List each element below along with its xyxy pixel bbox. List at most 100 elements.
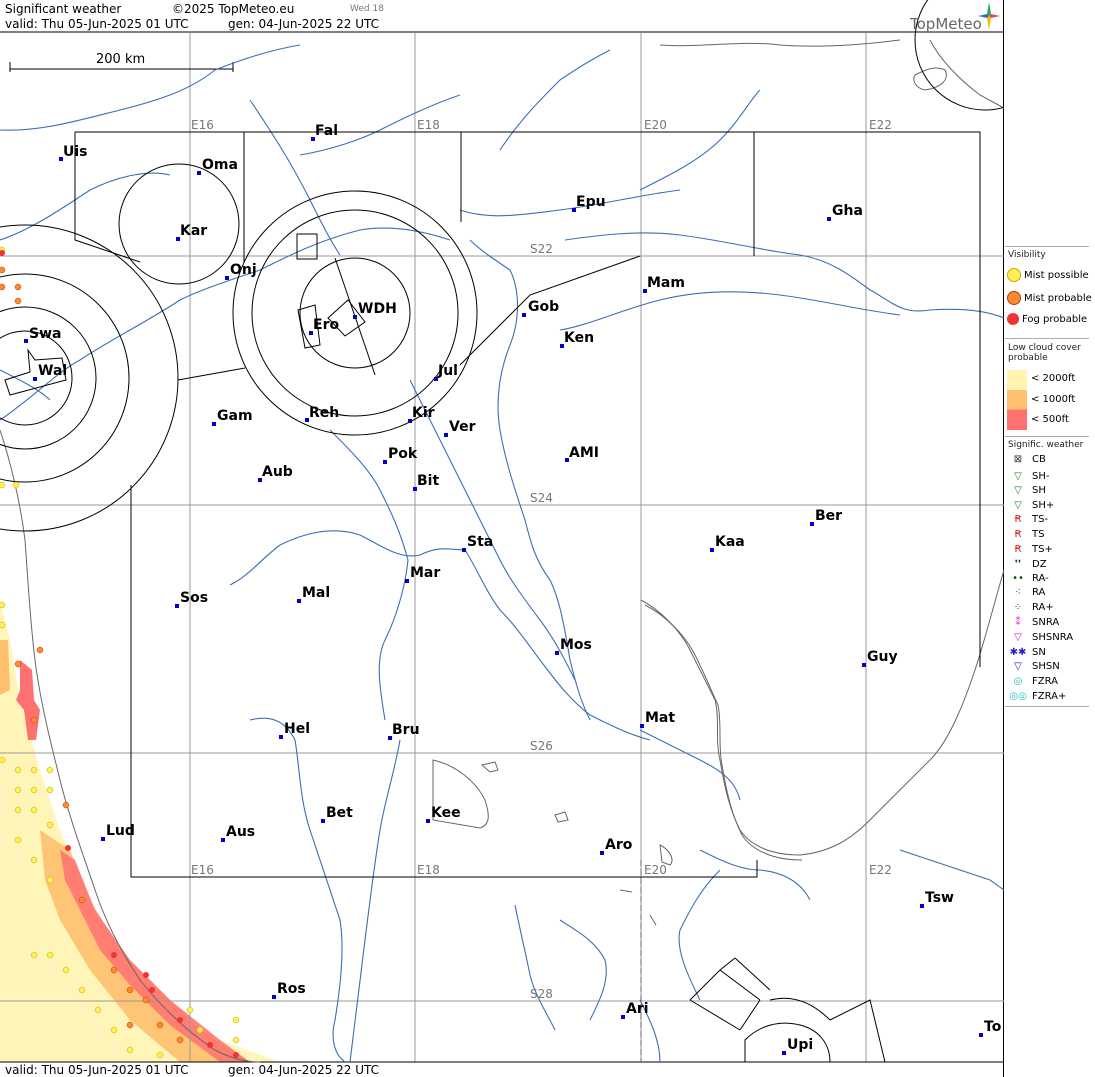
city-marker[interactable]	[225, 276, 229, 280]
city-marker[interactable]	[258, 478, 262, 482]
city-label[interactable]: Ken	[564, 330, 595, 346]
city-label[interactable]: Ero	[313, 317, 340, 333]
city-label[interactable]: Mat	[645, 710, 676, 726]
legend-cloud-title: Low cloud cover probable	[1008, 343, 1081, 363]
map-canvas[interactable]: Significant weather ©2025 TopMeteo.eu We…	[0, 0, 1004, 1077]
city-label[interactable]: Bet	[326, 805, 353, 821]
city-label[interactable]: Kar	[180, 223, 208, 239]
city-marker[interactable]	[221, 838, 225, 842]
city-marker[interactable]	[405, 579, 409, 583]
city-marker[interactable]	[59, 157, 63, 161]
lat-label: S28	[530, 987, 553, 1001]
city-label[interactable]: Ver	[449, 419, 476, 435]
city-marker[interactable]	[522, 313, 526, 317]
city-marker[interactable]	[388, 736, 392, 740]
city-label[interactable]: Epu	[576, 194, 606, 210]
footer-generated-time: gen: 04-Jun-2025 22 UTC	[228, 1063, 380, 1077]
city-marker[interactable]	[565, 458, 569, 462]
city-label[interactable]: Pok	[388, 446, 418, 462]
city-label[interactable]: Mal	[302, 585, 331, 601]
city-marker[interactable]	[560, 344, 564, 348]
city-marker[interactable]	[321, 819, 325, 823]
city-label[interactable]: Ari	[626, 1001, 649, 1017]
city-label[interactable]: Gob	[528, 299, 560, 315]
city-label[interactable]: Uis	[63, 144, 88, 160]
city-label[interactable]: Bit	[417, 473, 440, 489]
city-marker[interactable]	[24, 339, 28, 343]
city-marker[interactable]	[444, 433, 448, 437]
city-label[interactable]: Kir	[412, 405, 435, 421]
city-marker[interactable]	[197, 171, 201, 175]
city-marker[interactable]	[979, 1033, 983, 1037]
city-marker[interactable]	[572, 208, 576, 212]
city-label[interactable]: Guy	[867, 649, 898, 665]
city-label[interactable]: Onj	[230, 262, 257, 278]
city-label[interactable]: Tsw	[925, 890, 954, 906]
city-label[interactable]: Oma	[202, 157, 238, 173]
city-marker[interactable]	[643, 289, 647, 293]
city-label[interactable]: Lud	[106, 823, 135, 839]
city-label[interactable]: Bru	[392, 722, 420, 738]
city-marker[interactable]	[920, 904, 924, 908]
city-label[interactable]: Mar	[410, 565, 441, 581]
legend-sh-minus: ▽ SH-	[1007, 471, 1049, 482]
city-label[interactable]: Ros	[277, 981, 306, 997]
legend-fog-probable: Fog probable	[1007, 313, 1087, 325]
city-marker[interactable]	[176, 237, 180, 241]
topmeteo-logo[interactable]: TopMeteo	[910, 15, 982, 33]
city-label[interactable]: Kee	[431, 805, 461, 821]
city-label[interactable]: Swa	[29, 326, 62, 342]
city-label[interactable]: Reh	[309, 405, 340, 421]
city-marker[interactable]	[309, 331, 313, 335]
city-marker[interactable]	[383, 460, 387, 464]
city-label[interactable]: Sos	[180, 590, 209, 606]
city-label[interactable]: To	[984, 1019, 1002, 1035]
city-marker[interactable]	[710, 548, 714, 552]
city-label[interactable]: Hel	[284, 721, 311, 737]
city-marker[interactable]	[175, 604, 179, 608]
city-marker[interactable]	[640, 724, 644, 728]
city-marker[interactable]	[621, 1015, 625, 1019]
city-marker[interactable]	[101, 837, 105, 841]
city-marker[interactable]	[426, 819, 430, 823]
city-marker[interactable]	[33, 377, 37, 381]
city-label[interactable]: Gam	[217, 408, 253, 424]
city-marker[interactable]	[434, 377, 438, 381]
city-marker[interactable]	[462, 548, 466, 552]
city-marker[interactable]	[555, 651, 559, 655]
city-label[interactable]: Fal	[315, 123, 338, 139]
city-label[interactable]: Wal	[38, 363, 68, 379]
city-marker[interactable]	[782, 1051, 786, 1055]
city-marker[interactable]	[408, 419, 412, 423]
city-label[interactable]: Sta	[467, 534, 494, 550]
city-marker[interactable]	[413, 487, 417, 491]
city-marker[interactable]	[862, 663, 866, 667]
city-marker[interactable]	[212, 422, 216, 426]
shower-icon: ▽	[1014, 485, 1022, 496]
city-label[interactable]: AMI	[569, 445, 599, 461]
city-marker[interactable]	[311, 137, 315, 141]
city-marker[interactable]	[810, 522, 814, 526]
city-marker[interactable]	[353, 315, 357, 319]
city-label[interactable]: Aus	[226, 824, 256, 840]
graticule	[0, 33, 1004, 1062]
map-graphics	[0, 0, 1004, 1063]
city-label[interactable]: WDH	[358, 301, 397, 317]
city-label[interactable]: Kaa	[715, 534, 745, 550]
city-marker[interactable]	[297, 599, 301, 603]
city-label[interactable]: Jul	[438, 363, 458, 379]
city-label[interactable]: Gha	[832, 203, 863, 219]
city-marker[interactable]	[827, 217, 831, 221]
legend-ts: Ꞧ TS	[1007, 529, 1045, 540]
city-label[interactable]: Mos	[560, 637, 592, 653]
snow-shower-icon: ▽	[1014, 661, 1022, 672]
city-label[interactable]: Aub	[262, 464, 293, 480]
city-label[interactable]: Ber	[815, 508, 843, 524]
city-marker[interactable]	[600, 851, 604, 855]
city-marker[interactable]	[279, 735, 283, 739]
city-label[interactable]: Aro	[605, 837, 633, 853]
city-marker[interactable]	[272, 995, 276, 999]
city-label[interactable]: Mam	[647, 275, 685, 291]
city-label[interactable]: Upi	[787, 1037, 814, 1053]
city-marker[interactable]	[305, 418, 309, 422]
